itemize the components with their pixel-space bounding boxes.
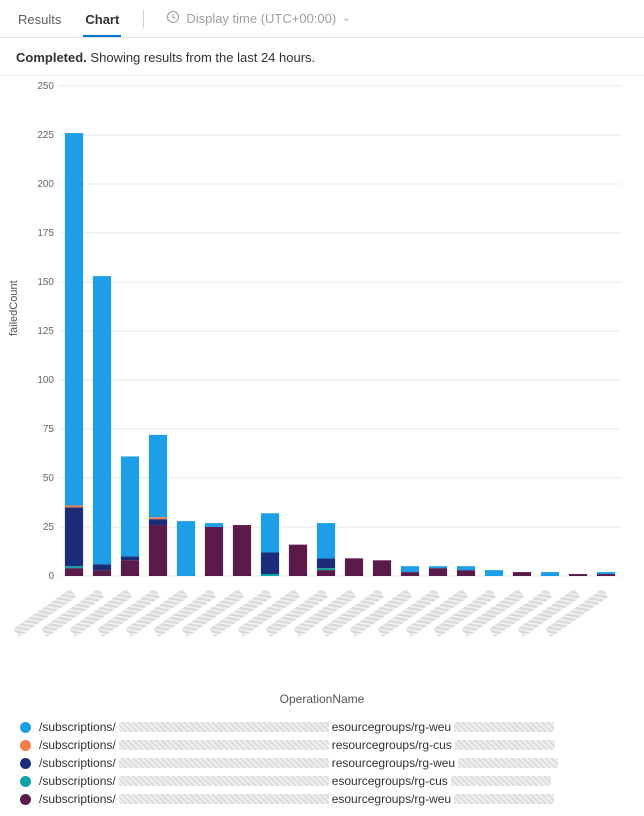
bar-segment[interactable] xyxy=(289,545,307,576)
bar-segment[interactable] xyxy=(121,556,139,560)
legend-mid: esourcegroups/rg-weu xyxy=(332,720,451,734)
bar-segment[interactable] xyxy=(597,572,615,574)
svg-text:150: 150 xyxy=(37,277,54,288)
bar-segment[interactable] xyxy=(149,435,167,517)
legend-mid: resourcegroups/rg-cus xyxy=(332,738,452,752)
legend-item[interactable]: /subscriptions/esourcegroups/rg-weu xyxy=(20,790,624,808)
redacted-text xyxy=(119,758,329,768)
bar-segment[interactable] xyxy=(317,568,335,570)
bar-segment[interactable] xyxy=(429,566,447,568)
legend-prefix: /subscriptions/ xyxy=(39,774,116,788)
legend-mid: esourcegroups/rg-cus xyxy=(332,774,448,788)
tab-results[interactable]: Results xyxy=(16,6,63,37)
bar-segment[interactable] xyxy=(401,566,419,572)
legend-item[interactable]: /subscriptions/esourcegroups/rg-cus xyxy=(20,772,624,790)
redacted-text xyxy=(455,740,555,750)
svg-text:0: 0 xyxy=(48,571,54,582)
redacted-text xyxy=(119,776,329,786)
bar-segment[interactable] xyxy=(93,564,111,570)
bar-segment[interactable] xyxy=(65,505,83,507)
legend-item[interactable]: /subscriptions/resourcegroups/rg-weu xyxy=(20,754,624,772)
bar-segment[interactable] xyxy=(261,552,279,574)
display-time-label: Display time (UTC+00:00) xyxy=(186,11,336,26)
legend: /subscriptions/esourcegroups/rg-weu/subs… xyxy=(0,706,644,816)
svg-text:250: 250 xyxy=(37,81,54,92)
tab-chart[interactable]: Chart xyxy=(83,6,121,37)
bar-segment[interactable] xyxy=(233,525,251,576)
bar-segment[interactable] xyxy=(65,133,83,505)
legend-item[interactable]: /subscriptions/esourcegroups/rg-weu xyxy=(20,718,624,736)
svg-text:25: 25 xyxy=(43,522,55,533)
redacted-text xyxy=(454,722,554,732)
bar-segment[interactable] xyxy=(345,558,363,576)
bar-segment[interactable] xyxy=(121,456,139,556)
bar-segment[interactable] xyxy=(205,523,223,527)
legend-swatch xyxy=(20,794,31,805)
redacted-text xyxy=(119,794,329,804)
bar-segment[interactable] xyxy=(317,523,335,558)
bar-segment[interactable] xyxy=(513,572,531,576)
legend-prefix: /subscriptions/ xyxy=(39,720,116,734)
bar-segment[interactable] xyxy=(93,276,111,564)
bar-segment[interactable] xyxy=(541,572,559,576)
bar-segment[interactable] xyxy=(569,574,587,576)
svg-text:125: 125 xyxy=(37,326,54,337)
bar-segment[interactable] xyxy=(457,566,475,570)
legend-mid: esourcegroups/rg-weu xyxy=(332,792,451,806)
y-axis-title: failedCount xyxy=(8,280,20,336)
svg-text:225: 225 xyxy=(37,130,54,141)
bar-segment[interactable] xyxy=(373,560,391,576)
bar-segment[interactable] xyxy=(261,574,279,576)
bar-segment[interactable] xyxy=(429,568,447,576)
bar-segment[interactable] xyxy=(457,570,475,576)
legend-swatch xyxy=(20,776,31,787)
bar-segment[interactable] xyxy=(205,527,223,576)
tabs-divider xyxy=(143,10,144,28)
bar-segment[interactable] xyxy=(65,566,83,568)
legend-mid: resourcegroups/rg-weu xyxy=(332,756,455,770)
legend-prefix: /subscriptions/ xyxy=(39,756,116,770)
redacted-text xyxy=(119,722,329,732)
svg-text:100: 100 xyxy=(37,375,54,386)
redacted-text xyxy=(454,794,554,804)
display-time-dropdown[interactable]: Display time (UTC+00:00) ⌄ xyxy=(166,10,350,33)
svg-text:175: 175 xyxy=(37,228,54,239)
bar-chart: 0255075100125150175200225250 xyxy=(60,86,620,576)
legend-swatch xyxy=(20,740,31,751)
chart-area: failedCount 0255075100125150175200225250 xyxy=(0,76,644,596)
status-row: Completed. Showing results from the last… xyxy=(0,38,644,76)
bar-segment[interactable] xyxy=(93,570,111,576)
clock-icon xyxy=(166,10,180,27)
status-message: Showing results from the last 24 hours. xyxy=(90,50,315,65)
bar-segment[interactable] xyxy=(65,507,83,566)
x-axis-title: OperationName xyxy=(0,692,644,706)
svg-text:200: 200 xyxy=(37,179,54,190)
bar-segment[interactable] xyxy=(149,525,167,576)
bar-segment[interactable] xyxy=(485,570,503,576)
x-axis-labels xyxy=(60,580,620,660)
tabs-bar: Results Chart Display time (UTC+00:00) ⌄ xyxy=(0,0,644,38)
legend-swatch xyxy=(20,722,31,733)
redacted-text xyxy=(451,776,551,786)
bar-segment[interactable] xyxy=(149,517,167,519)
redacted-text xyxy=(119,740,329,750)
svg-text:50: 50 xyxy=(43,473,55,484)
bar-segment[interactable] xyxy=(149,519,167,525)
bar-segment[interactable] xyxy=(597,574,615,576)
svg-text:75: 75 xyxy=(43,424,55,435)
legend-item[interactable]: /subscriptions/resourcegroups/rg-cus xyxy=(20,736,624,754)
redacted-text xyxy=(458,758,558,768)
status-completed: Completed. xyxy=(16,50,87,65)
bar-segment[interactable] xyxy=(121,560,139,576)
bar-segment[interactable] xyxy=(261,513,279,552)
bar-segment[interactable] xyxy=(65,568,83,576)
bar-segment[interactable] xyxy=(317,558,335,568)
bar-segment[interactable] xyxy=(317,570,335,576)
chevron-down-icon: ⌄ xyxy=(342,13,350,24)
legend-prefix: /subscriptions/ xyxy=(39,792,116,806)
legend-prefix: /subscriptions/ xyxy=(39,738,116,752)
bar-segment[interactable] xyxy=(401,572,419,576)
bar-segment[interactable] xyxy=(177,521,195,576)
legend-swatch xyxy=(20,758,31,769)
